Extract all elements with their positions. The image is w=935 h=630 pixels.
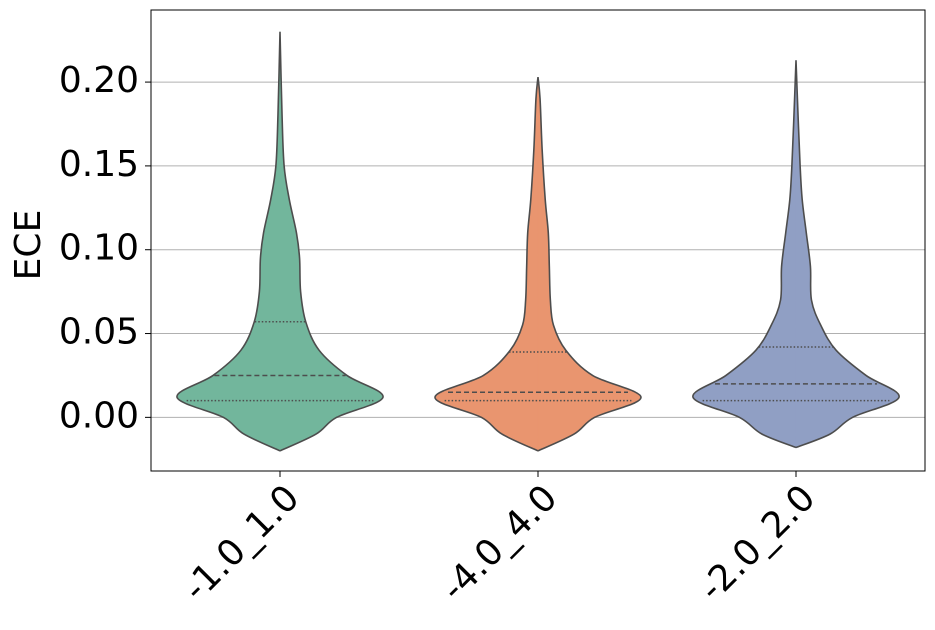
- x-tick-label: -2.0_2.0: [692, 477, 824, 609]
- violin-half: [434, 77, 539, 452]
- x-tick-label: -4.0_4.0: [434, 477, 566, 609]
- violin-half: [692, 60, 797, 449]
- y-tick-label: 0.00: [59, 395, 139, 436]
- violin-outline: [692, 60, 900, 449]
- violin-half: [537, 77, 642, 452]
- x-tick-label: -1.0_1.0: [176, 477, 308, 609]
- violin-outline: [176, 31, 384, 452]
- violin-half: [279, 31, 384, 452]
- y-tick-label: 0.15: [59, 144, 139, 185]
- y-tick-label: 0.10: [59, 228, 139, 269]
- y-tick-label: 0.05: [59, 312, 139, 353]
- violin-outline: [434, 76, 642, 452]
- violin-half: [795, 60, 900, 449]
- plot-frame: [150, 9, 926, 472]
- y-axis-label: ECE: [8, 210, 49, 281]
- violin-half: [176, 31, 281, 452]
- y-tick-label: 0.20: [59, 60, 139, 101]
